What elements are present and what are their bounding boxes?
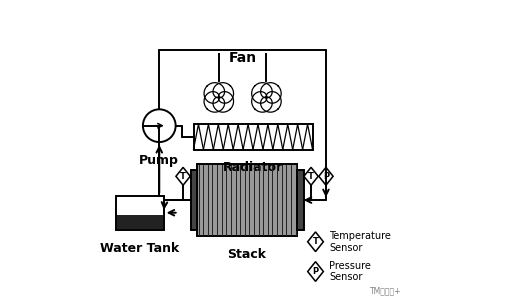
Bar	[117, 215, 163, 229]
Text: T: T	[313, 237, 318, 246]
Text: T: T	[180, 172, 186, 181]
Text: TM热管理+: TM热管理+	[370, 286, 402, 295]
Text: Pressure
Sensor: Pressure Sensor	[329, 261, 371, 282]
Text: T: T	[308, 172, 314, 181]
Bar	[194, 124, 312, 150]
Bar	[197, 164, 297, 236]
Text: Water Tank: Water Tank	[100, 242, 180, 255]
Text: Radiator: Radiator	[223, 161, 283, 174]
Bar	[190, 170, 197, 230]
Text: Temperature
Sensor: Temperature Sensor	[329, 231, 391, 253]
Bar	[116, 196, 164, 230]
Text: Stack: Stack	[227, 248, 267, 261]
Text: P: P	[323, 172, 329, 181]
Bar	[297, 170, 304, 230]
Text: Fan: Fan	[228, 51, 257, 65]
Text: Pump: Pump	[139, 154, 179, 167]
Text: P: P	[312, 267, 318, 276]
